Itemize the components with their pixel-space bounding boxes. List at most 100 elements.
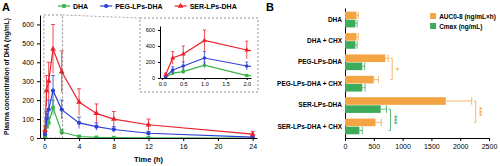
axis-line [40,16,41,139]
marker [59,68,65,73]
x-axis-title: Time (h) [134,155,164,164]
tick-label: 0 [30,135,34,142]
tick-label: 400 [146,43,155,49]
error-bar [47,100,51,119]
y-axis-title: Plasma concentration of DHA (ng/mL) [3,18,11,135]
error-cap [358,33,359,41]
tick-label: 1500 [424,143,440,150]
tick: 0 [344,138,348,150]
legend-item: PEG-LPs-DHA [100,3,162,10]
tick-mark [37,62,40,63]
marker [77,121,81,125]
error-bar [355,41,357,49]
error-cap [60,50,64,51]
error-cap [94,103,98,104]
error-line [362,87,365,88]
error-bar [203,30,206,51]
error-line [381,109,387,110]
error-cap [45,75,49,76]
marker [146,121,152,126]
tick-mark [218,138,219,141]
tick: 1.5 [222,78,230,87]
bar [345,97,446,105]
marker [112,127,116,131]
marker [245,64,249,68]
tick-label: 300 [22,78,34,85]
tick-label: 500 [368,143,380,150]
error-cap [364,63,365,71]
error-cap [60,129,64,130]
legend-label: SER-LPs-DHA [190,3,237,10]
legend-marker [178,3,184,8]
tick-mark [37,100,40,101]
tick-mark [226,78,227,80]
tick: 16 [180,138,188,150]
error-bar [362,63,364,71]
tick: 1000 [395,138,411,150]
bar [345,76,374,84]
panel-label: A [2,1,10,13]
bar [345,119,376,127]
tick: PEG-LPs-DHA + CHX [277,80,343,87]
tick-label: 0 [344,143,348,150]
category-label: PEG-LPs-DHA [298,58,342,65]
error-cap [77,88,81,89]
tick: 4 [78,138,82,150]
error-cap [381,119,382,127]
error-bar [376,119,382,127]
bar [345,63,362,71]
tick-label: 4 [78,143,82,150]
error-bar [385,54,388,62]
error-bar [112,127,116,133]
tick: 20 [215,138,223,150]
legend-item: Cmax (ng/mL) [430,23,482,31]
legend-label: PEG-LPs-DHA [115,3,162,10]
marker [112,136,116,138]
tick-mark [37,43,40,44]
error-cap [358,12,359,20]
tick-label: 20 [215,143,223,150]
tick: 24 [249,138,257,150]
category-label: SER-LPs-DHA [298,101,342,108]
error-bar [51,24,55,73]
tick: 2.0 [243,78,251,87]
category-label: PEG-LPs-DHA + CHX [277,80,343,87]
tick: DHA [328,16,342,23]
tick-mark [247,78,248,80]
axis-line [161,78,252,79]
tick-mark [114,138,115,141]
tick: 0 [30,135,40,142]
legend: AUC0-8 (ng/mL×h)Cmax (ng/mL) [430,13,496,31]
marker [42,127,48,132]
panel-a: A048121620240100200300400500600Time (h)P… [2,1,500,164]
tick-label: 2.0 [243,81,251,87]
error-bar [171,67,174,73]
tick: 2000 [453,138,469,150]
marker [111,116,117,121]
bar [345,41,355,49]
tick: 500 [22,40,40,47]
error-cap [112,111,116,112]
error-cap [51,24,55,25]
tick-mark [374,138,375,141]
tick: PEG-LPs-DHA [298,58,342,65]
marker [50,46,56,51]
marker [202,38,207,42]
inset-plot-area [163,30,251,78]
tick-label: 16 [180,143,188,150]
tick-label: 100 [22,116,34,123]
figure: A048121620240100200300400500600Time (h)P… [0,0,500,166]
error-cap [60,100,64,101]
axis-line [160,27,161,79]
error-bar [357,12,359,20]
tick: 1.0 [201,78,209,87]
axis-line [346,138,490,139]
tick: 0.5 [180,78,188,87]
legend-swatch [430,23,436,29]
tick: DHA + CHX [307,37,343,44]
error-bar [47,62,51,100]
tick-label: 200 [146,59,155,65]
marker [47,121,51,125]
tick: 600 [22,21,40,28]
zoom-region [44,15,63,138]
